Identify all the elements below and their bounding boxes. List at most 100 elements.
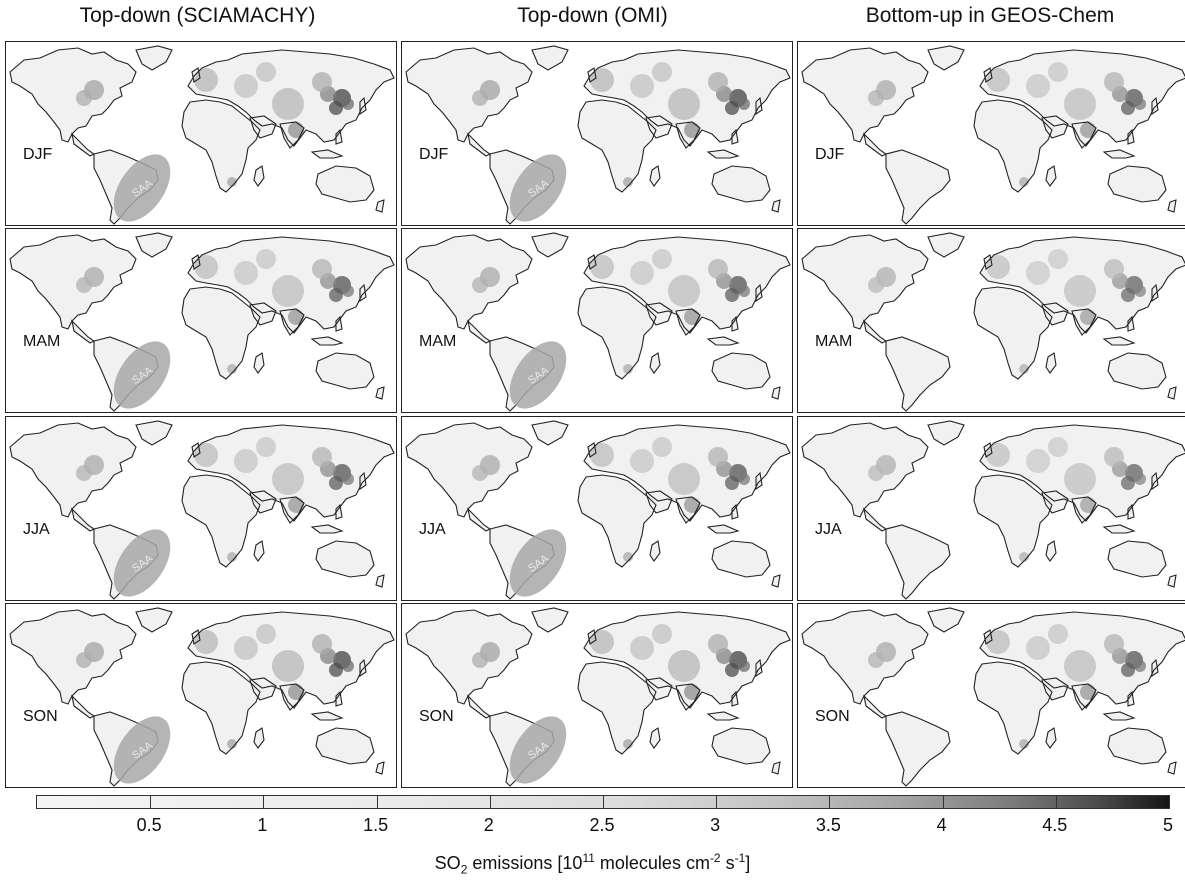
land-fill-10: [1108, 166, 1166, 202]
emission-hotspot-12: [256, 437, 276, 457]
emission-hotspot-11: [312, 72, 332, 92]
coastline-13: [771, 761, 781, 775]
emission-hotspot-6: [1121, 288, 1135, 302]
map-panel-2-jja: JJA: [797, 416, 1185, 601]
emission-hotspot-10: [623, 552, 633, 562]
emission-hotspot-4: [668, 88, 700, 120]
world-map: SAA: [9, 232, 395, 412]
coastline-6: [253, 165, 265, 187]
coastline-10: [1107, 352, 1167, 390]
emission-hotspot-9: [288, 309, 304, 325]
emission-hotspot-9: [1080, 497, 1096, 513]
world-map: [801, 232, 1185, 412]
coastline-10: [1107, 165, 1167, 203]
coastline-8: [279, 308, 305, 336]
saa-region: [113, 154, 171, 222]
emission-hotspot-11: [312, 447, 332, 467]
emission-hotspot-9: [684, 684, 700, 700]
coastline-6: [649, 540, 661, 562]
emission-hotspot-6: [1121, 663, 1135, 677]
colorbar-tick: [1055, 796, 1057, 808]
coastline-13: [1167, 199, 1177, 213]
emission-hotspot-2: [986, 443, 1010, 467]
land-fill-1: [136, 421, 172, 445]
land-fill-9: [312, 337, 342, 345]
emission-hotspot-6: [329, 476, 343, 490]
coastline-2: [863, 132, 888, 157]
coastline-1: [531, 420, 569, 446]
land-fill-9: [1104, 337, 1134, 345]
coastline-3: [885, 336, 951, 412]
emission-hotspot-4: [1064, 463, 1096, 495]
emission-hotspot-9: [288, 122, 304, 138]
emission-hotspot-7: [738, 98, 750, 110]
emission-hotspot-9: [1080, 684, 1096, 700]
colorbar-tick: [489, 796, 491, 808]
emission-hotspot-10: [623, 739, 633, 749]
colorbar-tick: [376, 796, 378, 808]
coastline-7: [1041, 302, 1069, 326]
coastline-5: [577, 99, 657, 193]
season-label: JJA: [815, 521, 842, 538]
coastline-13: [1167, 386, 1177, 400]
coastline-0: [405, 234, 533, 330]
emission-hotspot-7: [738, 473, 750, 485]
emission-hotspot-2: [986, 68, 1010, 92]
emission-hotspot-1: [868, 90, 884, 106]
coastline-3: [885, 524, 951, 600]
coastline-10: [315, 352, 375, 390]
emission-hotspot-7: [342, 660, 354, 672]
emission-hotspot-12: [652, 624, 672, 644]
emission-hotspot-7: [342, 285, 354, 297]
coastline-7: [1041, 115, 1069, 139]
coastline-10: [315, 540, 375, 578]
coastline-11: [1151, 471, 1159, 491]
emission-hotspot-9: [684, 122, 700, 138]
season-label: DJF: [419, 146, 449, 163]
land-fill-1: [532, 608, 568, 632]
season-label: JJA: [419, 521, 446, 538]
emission-hotspot-6: [725, 101, 739, 115]
coastline-10: [711, 165, 771, 203]
emission-hotspot-6: [725, 663, 739, 677]
coastline-13: [771, 199, 781, 213]
land-fill-3: [886, 337, 950, 411]
label-exp-minus1: -1: [734, 851, 746, 865]
emission-hotspot-10: [1019, 364, 1029, 374]
coastline-5: [181, 661, 261, 755]
coastline-12: [1127, 315, 1135, 332]
land-fill-10: [316, 728, 374, 764]
coastline-5: [577, 474, 657, 568]
coastline-0: [405, 609, 533, 705]
land-fill-1: [928, 46, 964, 70]
label-exp-11: 11: [582, 851, 595, 865]
coastline-0: [9, 609, 137, 705]
coastline-8: [675, 683, 701, 711]
coastline-13: [1167, 574, 1177, 588]
coastline-1: [531, 232, 569, 258]
coastline-11: [1151, 96, 1159, 116]
emission-hotspot-6: [329, 288, 343, 302]
colorbar-tick: [263, 796, 265, 808]
coastline-12: [1127, 690, 1135, 707]
saa-region: [509, 716, 567, 784]
coastline-11: [755, 471, 763, 491]
emission-hotspot-11: [1104, 259, 1124, 279]
coastline-9: [1102, 149, 1136, 159]
emission-hotspot-7: [738, 660, 750, 672]
emission-hotspot-4: [272, 463, 304, 495]
coastline-6: [253, 352, 265, 374]
label-exp-minus2: -2: [709, 851, 721, 865]
world-map: SAA: [405, 420, 791, 600]
emission-hotspot-1: [868, 277, 884, 293]
emission-hotspot-9: [1080, 122, 1096, 138]
coastline-8: [675, 308, 701, 336]
emission-hotspot-3: [1026, 74, 1050, 98]
coastline-1: [927, 45, 965, 71]
emission-hotspot-11: [708, 447, 728, 467]
land-fill-10: [316, 353, 374, 389]
coastline-5: [181, 286, 261, 380]
coastline-12: [731, 690, 739, 707]
coastline-0: [801, 422, 929, 518]
world-map: SAA: [9, 420, 395, 600]
